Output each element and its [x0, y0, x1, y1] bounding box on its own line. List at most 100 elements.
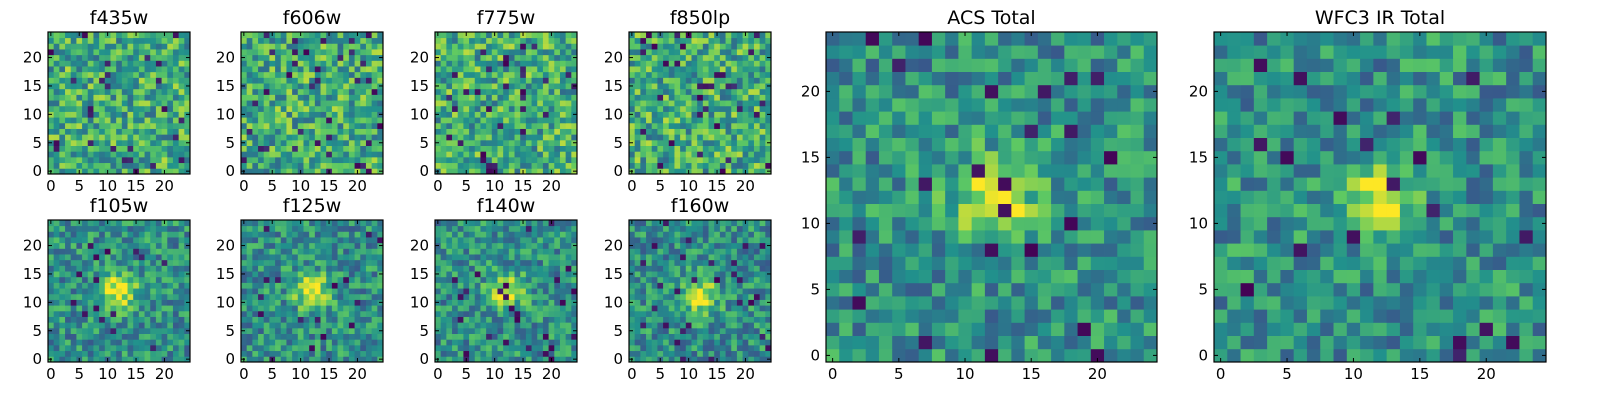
heatmap-cell [292, 83, 299, 90]
heatmap-cell [725, 139, 732, 146]
heatmap-cell [651, 288, 658, 295]
heatmap-cell [748, 299, 755, 306]
heatmap-cell [354, 327, 361, 334]
heatmap-cell [150, 100, 157, 107]
heatmap-cell [354, 66, 361, 73]
heatmap-cell [440, 49, 447, 56]
heatmap-cell [48, 259, 55, 266]
heatmap-cell [309, 225, 316, 232]
heatmap-cell [446, 139, 453, 146]
heatmap-cell [452, 339, 459, 346]
heatmap-cell [241, 276, 248, 283]
heatmap-cell [314, 156, 321, 164]
heatmap-cell [531, 265, 538, 272]
heatmap-cell [503, 54, 510, 61]
heatmap-cell [82, 66, 89, 73]
heatmap-cell [702, 83, 709, 90]
heatmap-cell [440, 231, 447, 238]
heatmap-cell [697, 111, 704, 118]
heatmap-cell [258, 237, 265, 244]
heatmap-cell [736, 293, 743, 300]
heatmap-cell [520, 128, 527, 135]
heatmap-cell [184, 254, 191, 261]
heatmap-cell [646, 356, 653, 363]
heatmap-cell [167, 128, 174, 135]
heatmap-cell [508, 248, 515, 255]
heatmap-cell [314, 66, 321, 73]
heatmap-cell [354, 134, 361, 141]
heatmap-cell [59, 316, 66, 323]
heatmap-cell [657, 299, 664, 306]
heatmap-cell [457, 344, 464, 352]
heatmap-cell [303, 94, 310, 101]
heatmap-cell [565, 339, 572, 346]
heatmap-cell [731, 168, 738, 175]
heatmap-cell [121, 339, 128, 346]
heatmap-cell [571, 151, 578, 158]
heatmap-cell [184, 37, 191, 44]
heatmap-cell [629, 100, 636, 107]
heatmap-cell [116, 77, 123, 84]
heatmap-cell [354, 333, 361, 340]
heatmap-cell [178, 276, 185, 283]
heatmap-cell [144, 94, 151, 101]
heatmap-cell [286, 134, 293, 141]
heatmap-cell [104, 88, 111, 95]
heatmap-cell [360, 248, 367, 255]
heatmap-cell [634, 122, 641, 129]
heatmap-cell [537, 299, 544, 306]
heatmap-cell [753, 162, 761, 169]
heatmap-cell [331, 88, 338, 95]
heatmap-cell [48, 43, 55, 50]
heatmap-cell [520, 333, 527, 340]
heatmap-cell [70, 339, 77, 346]
heatmap-cell [314, 344, 321, 352]
heatmap-cell [646, 134, 653, 141]
heatmap-cell [634, 134, 641, 141]
heatmap-cell [144, 282, 151, 289]
heatmap-cell [725, 105, 732, 112]
heatmap-cell [178, 225, 185, 232]
heatmap-cell [70, 43, 77, 50]
heatmap-cell [314, 122, 321, 129]
heatmap-cell [184, 265, 191, 272]
heatmap-cell [184, 94, 191, 101]
heatmap-cell [371, 134, 378, 141]
heatmap-cell [365, 168, 373, 175]
heatmap-cell [640, 339, 647, 346]
heatmap-cell [634, 100, 641, 107]
heatmap-cell [714, 293, 721, 300]
heatmap-cell [542, 276, 549, 283]
y-tick-label: 5 [32, 134, 42, 152]
heatmap-cell [138, 139, 145, 146]
heatmap-cell [87, 71, 94, 78]
heatmap-cell [155, 71, 162, 78]
heatmap-cell [480, 293, 487, 300]
heatmap-cell [537, 111, 544, 118]
heatmap-cell [452, 254, 459, 261]
heatmap-cell [99, 88, 106, 95]
heatmap-cell [525, 71, 532, 78]
heatmap-cell [314, 145, 321, 152]
heatmap-cell [554, 122, 561, 129]
heatmap-cell [337, 305, 344, 312]
heatmap-cell [155, 282, 162, 289]
heatmap-cell [651, 66, 658, 73]
heatmap-cell [320, 83, 327, 90]
heatmap-cell [320, 339, 327, 346]
heatmap-cell [331, 156, 338, 164]
heatmap-cell [320, 225, 327, 232]
heatmap-cell [634, 94, 641, 101]
panel-title: f140w [477, 195, 536, 217]
heatmap-cell [702, 151, 709, 158]
heatmap-cell [474, 162, 481, 169]
heatmap-cell [525, 134, 532, 141]
heatmap-cell [469, 128, 476, 135]
heatmap-cell [292, 265, 299, 272]
heatmap-cell [469, 356, 476, 363]
heatmap-cell [292, 37, 299, 44]
heatmap-cell [133, 316, 140, 323]
x-tick-label: 15 [319, 365, 338, 383]
